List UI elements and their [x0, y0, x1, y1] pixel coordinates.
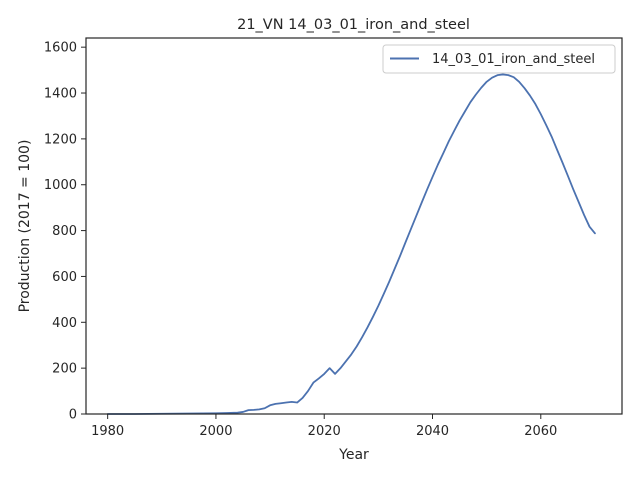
y-axis: 0 200 400 600 800 1000 1200 1400 1600: [44, 41, 86, 423]
y-tick-label: 1400: [44, 87, 77, 102]
chart-title: 21_VN 14_03_01_iron_and_steel: [237, 17, 470, 33]
legend-box: [382, 44, 616, 74]
y-tick-label: 600: [52, 270, 77, 285]
series-line-0: [106, 73, 596, 415]
x-tick-label: 2020: [308, 424, 341, 439]
x-tick-label: 2040: [416, 424, 449, 439]
axes-frame: [85, 37, 623, 415]
y-tick-label: 1200: [44, 132, 77, 147]
y-tick-label: 400: [52, 316, 77, 331]
plot-area: [106, 73, 596, 415]
y-tick-label: 1600: [44, 41, 77, 56]
x-axis-label: Year: [338, 447, 369, 463]
legend: 14_03_01_iron_and_steel: [382, 44, 616, 74]
legend-label: 14_03_01_iron_and_steel: [432, 52, 595, 67]
x-tick-label: 2000: [199, 424, 232, 439]
y-axis-label: Production (2017 = 100): [17, 140, 33, 313]
x-axis: 1980 2000 2020 2040 2060: [91, 414, 557, 439]
y-tick-label: 1000: [44, 178, 77, 193]
x-tick-label: 1980: [91, 424, 124, 439]
y-tick-label: 0: [69, 408, 77, 423]
y-tick-label: 800: [52, 224, 77, 239]
x-tick-label: 2060: [524, 424, 557, 439]
y-tick-label: 200: [52, 362, 77, 377]
